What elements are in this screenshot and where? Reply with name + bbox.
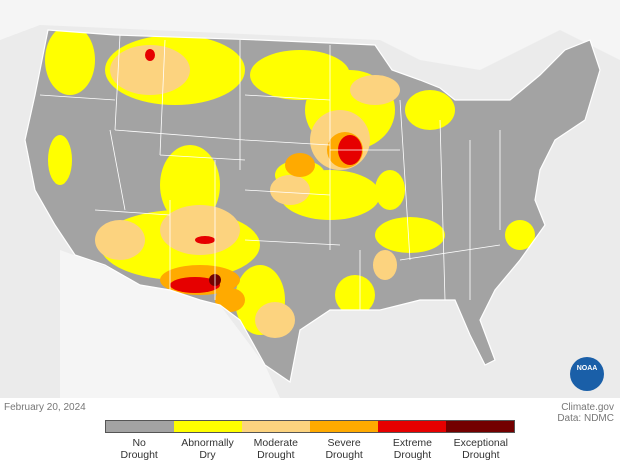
legend-label: No Drought — [120, 437, 158, 461]
drought-area — [145, 49, 155, 61]
legend-label: Moderate Drought — [253, 437, 298, 461]
drought-area — [110, 45, 190, 95]
drought-area — [255, 302, 295, 338]
drought-area — [335, 275, 375, 315]
legend-swatch — [174, 421, 242, 432]
canada — [0, 0, 620, 70]
drought-area — [375, 217, 445, 253]
drought-area — [45, 30, 95, 95]
mexico — [60, 250, 280, 398]
credit: Climate.gov — [561, 402, 614, 413]
logo-text: NOAA — [577, 365, 598, 372]
drought-area — [375, 170, 405, 210]
legend-labels: No Drought Abnormally Dry Moderate Drought… — [105, 437, 515, 461]
state-borders — [39, 34, 501, 310]
drought-area — [48, 135, 72, 185]
drought-area — [160, 145, 220, 225]
drought-area — [215, 288, 245, 312]
legend-swatch — [378, 421, 446, 432]
us-outline — [24, 29, 601, 384]
legend-label: Extreme Drought — [392, 437, 433, 461]
drought-area — [350, 75, 400, 105]
drought-area — [270, 175, 310, 205]
drought-area — [405, 90, 455, 130]
noaa-logo — [570, 357, 604, 391]
drought-area — [170, 277, 220, 293]
legend-swatch — [242, 421, 310, 432]
drought-area — [505, 220, 535, 250]
legend-label: Severe Drought — [325, 437, 363, 461]
map: NOAA — [0, 0, 620, 398]
legend-bar — [105, 420, 515, 433]
legend-swatch — [446, 421, 514, 432]
date: February 20, 2024 — [4, 402, 86, 413]
drought-area — [285, 153, 315, 177]
source: Data: NDMC — [557, 413, 614, 424]
drought-area — [373, 250, 397, 280]
legend-swatch — [310, 421, 378, 432]
drought-area — [160, 205, 240, 255]
drought-area — [195, 236, 215, 244]
legend-label: Abnormally Dry — [181, 437, 234, 461]
legend-label: Exceptional Drought — [453, 437, 508, 461]
drought-area — [95, 220, 145, 260]
legend-swatch — [106, 421, 174, 432]
